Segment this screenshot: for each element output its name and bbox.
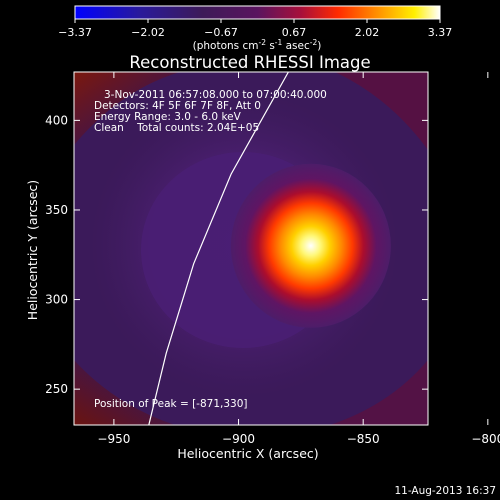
emission-source — [230, 163, 391, 328]
heatmap-corner-right — [335, 72, 428, 150]
x-tick-label-3: −800 — [471, 432, 500, 446]
x-tick-label-0: −950 — [97, 432, 130, 446]
colorbar-tick-label-1: −2.02 — [131, 26, 165, 39]
heatmap-corner-bottom-left — [74, 360, 175, 425]
plot-frame — [73, 71, 429, 426]
colorbar-tick-labels: −3.37 −2.02 −0.67 0.67 2.02 3.37 — [58, 26, 452, 39]
x-tick-label-2: −850 — [347, 432, 380, 446]
colorbar-tick-label-3: 0.67 — [282, 26, 307, 39]
heatmap-corner-bottom-right — [330, 360, 428, 425]
annotation-peak-position: Position of Peak = [-871,330] — [94, 398, 248, 410]
x-tick-label-1: −900 — [222, 432, 255, 446]
colorbar: −3.37 −2.02 −0.67 0.67 2.02 3.37 (photons cm-… — [58, 5, 452, 52]
plot-area — [74, 72, 428, 425]
y-tick-label-0: 250 — [45, 382, 68, 396]
footer-timestamp: 11-Aug-2013 16:37 — [394, 485, 496, 497]
colorbar-tick-label-4: 2.02 — [355, 26, 380, 39]
colorbar-units-label: (photons cm-2 s-1 asec-2) — [193, 38, 322, 52]
annotation-detectors: Detectors: 4F 5F 6F 7F 8F, Att 0 — [94, 100, 261, 112]
solar-limb-line — [148, 72, 289, 425]
x-axis: −950 −900 −850 −800 — [97, 72, 500, 446]
y-tick-label-3: 400 — [45, 113, 68, 127]
annotation-energy-range: Energy Range: 3.0 - 6.0 keV — [94, 111, 242, 123]
colorbar-gradient — [74, 5, 441, 20]
heatmap-corner-top-left — [74, 72, 180, 145]
annotation-clean-counts: Clean Total counts: 2.04E+05 — [94, 122, 259, 134]
colorbar-ticks — [74, 19, 441, 23]
annotation-time-range: 3-Nov-2011 06:57:08.000 to 07:00:40.000 — [104, 89, 327, 101]
colorbar-tick-label-2: −0.67 — [204, 26, 238, 39]
y-axis: 250 300 350 400 — [45, 113, 428, 396]
y-tick-label-2: 350 — [45, 203, 68, 217]
x-axis-label: Heliocentric X (arcsec) — [177, 446, 318, 461]
y-tick-label-1: 300 — [45, 293, 68, 307]
chart-title: Reconstructed RHESSI Image — [129, 53, 370, 72]
colorbar-tick-label-5: 3.37 — [428, 26, 453, 39]
colorbar-tick-label-0: −3.37 — [58, 26, 92, 39]
y-axis-label: Heliocentric Y (arcsec) — [25, 180, 40, 320]
plot-annotations: 3-Nov-2011 06:57:08.000 to 07:00:40.000 … — [94, 89, 327, 410]
